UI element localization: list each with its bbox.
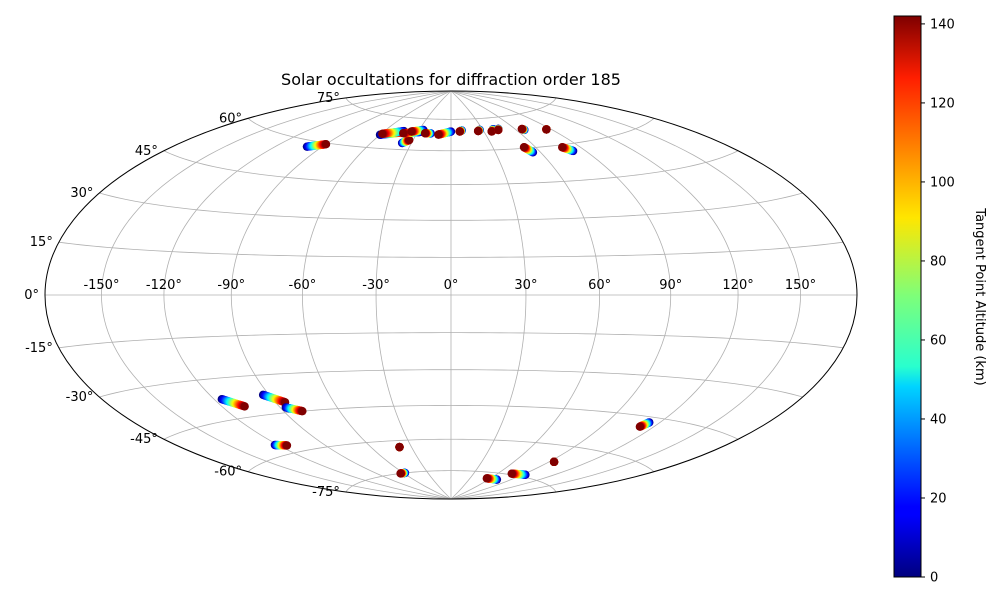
colorbar-tick-label: 140 [930,17,955,32]
longitude-gridline [163,91,452,499]
occultation-point [558,143,567,152]
longitude-tick-label: -120° [146,278,182,293]
occultation-point [517,124,527,134]
longitude-gridline [101,91,452,499]
occultation-point [487,127,496,136]
longitude-tick-label: -90° [217,278,245,293]
longitude-tick-labels: -150° -120° -90° -60° -30° 0° 30° 60° 90° 120° 150… [83,278,816,293]
map-boundary [44,90,858,500]
colorbar-tick-label: 0 [930,571,938,586]
graticule [45,91,857,499]
occultation-point [395,442,404,452]
latitude-tick-label: -75° [312,485,340,500]
colorbar-tick-label: 20 [930,491,947,506]
occultation-point [473,126,483,136]
occultation-point [405,135,414,145]
longitude-gridline [450,91,801,499]
occultation-point [482,474,492,483]
occultation-point [507,469,516,478]
longitude-tick-label: -150° [83,278,119,293]
occultation-point [494,125,503,135]
latitude-tick-label: 0° [24,288,39,303]
longitude-tick-label: -30° [362,278,390,293]
colorbar-tick-label: 120 [930,96,955,111]
latitude-tick-label: 45° [135,144,158,159]
longitude-tick-label: 90° [659,278,682,293]
occultation-point [378,129,387,139]
occultation-point [396,469,405,478]
longitude-tick-label: -60° [289,278,317,293]
longitude-tick-label: 150° [785,278,816,293]
colorbar-tick-label: 100 [930,175,955,190]
occultation-point [298,406,307,416]
chart-title: Solar occultations for diffraction order… [281,70,621,89]
longitude-gridline [450,91,672,499]
longitude-gridline [450,91,739,499]
latitude-tick-label: -30° [66,390,94,405]
occultation-point [240,402,249,411]
latitude-tick-labels: 75° 60° 45° 30° 15° 0° -15° -30° -45° -60° -75° [24,91,340,500]
longitude-gridline [450,91,601,499]
longitude-tick-label: 120° [722,278,753,293]
occultation-point [455,127,464,136]
occultation-point [549,457,559,467]
occultation-point [519,142,529,152]
colorbar: 0 20 40 60 80 100 120 140 Tangent Point Altitud… [893,15,987,586]
occultation-point [434,130,443,139]
occultation-points [217,124,654,484]
occultation-point [321,140,331,149]
latitude-tick-label: 60° [219,111,242,126]
latitude-tick-label: 75° [317,91,340,106]
longitude-tick-label: 60° [588,278,611,293]
colorbar-ticks: 0 20 40 60 80 100 120 140 [921,17,955,586]
longitude-gridline [301,91,452,499]
latitude-tick-label: 15° [30,235,53,250]
longitude-tick-label: 0° [444,278,459,293]
occultation-point [420,129,430,138]
latitude-tick-label: -15° [25,341,53,356]
colorbar-label: Tangent Point Altitude (km) [972,207,987,385]
occultation-point [542,125,551,134]
latitude-tick-label: 30° [70,186,93,201]
occultation-point [399,129,408,138]
occultation-point [282,441,292,450]
longitude-gridline [375,91,452,499]
latitude-tick-label: -45° [130,432,158,447]
occultation-point [407,127,416,136]
colorbar-tick-label: 60 [930,333,947,348]
latitude-tick-label: -60° [214,465,242,480]
colorbar-gradient [893,15,922,578]
longitude-tick-label: 30° [514,278,537,293]
colorbar-tick-label: 40 [930,412,947,427]
longitude-gridline [450,91,527,499]
colorbar-tick-label: 80 [930,254,947,269]
occultation-point [635,422,645,431]
